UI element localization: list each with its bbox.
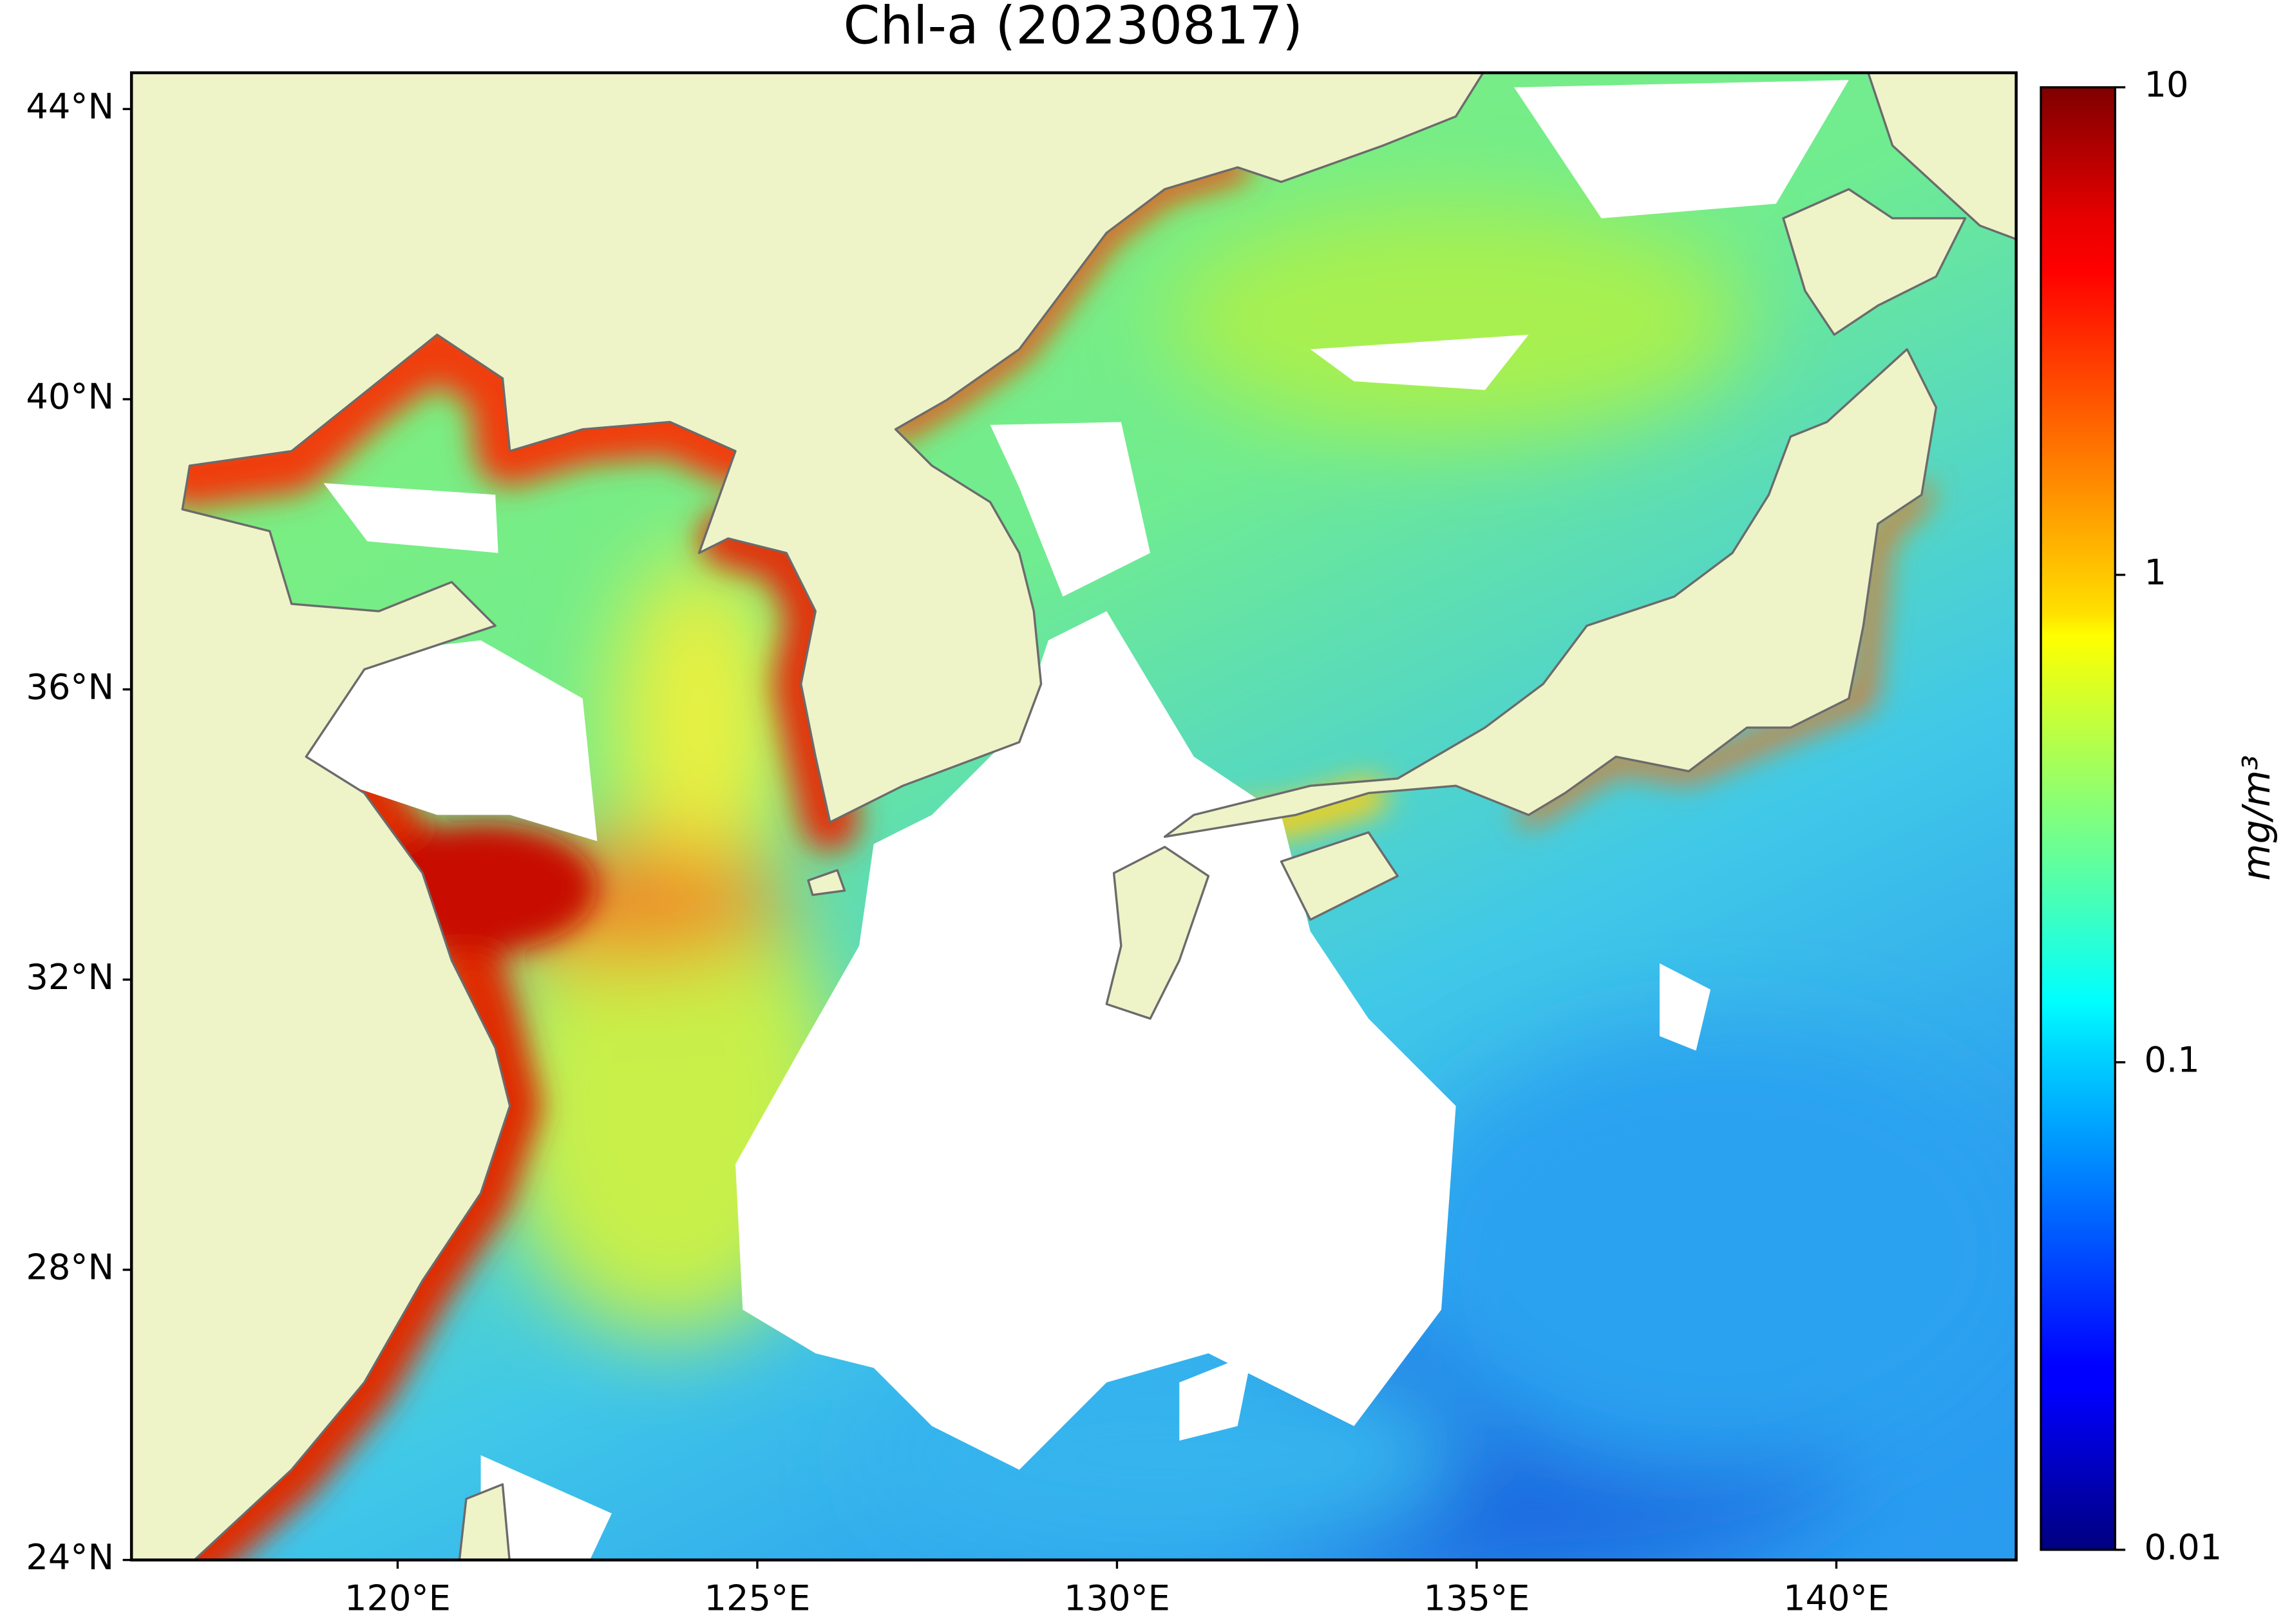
x-tick-label: 125°E [705,1578,811,1618]
x-tick-label: 140°E [1783,1578,1890,1618]
x-tick-label: 120°E [345,1578,451,1618]
clouds [291,80,1849,1560]
plot-frame [129,71,2018,1562]
map [131,72,2016,1560]
y-tick-label: 28°N [26,1247,114,1288]
y-tick-label: 36°N [26,666,114,707]
colorbar-tick-label: 0.1 [2145,1039,2200,1080]
colorbar-tick-label: 10 [2145,64,2189,105]
y-tick-label: 32°N [26,957,114,997]
colorbar-tick-label: 0.01 [2145,1527,2222,1567]
colorbar-label: mg/m³ [2234,755,2278,880]
colorbar-tick-label: 1 [2145,552,2167,592]
x-tick-label: 135°E [1424,1578,1530,1618]
y-tick-label: 24°N [26,1537,114,1578]
land [131,72,2016,1560]
colorbar [2040,86,2117,1551]
chart-title: Chl-a (20230817) [844,0,1303,57]
y-tick-label: 44°N [26,86,114,127]
x-tick-label: 130°E [1064,1578,1170,1618]
y-tick-label: 40°N [26,377,114,417]
